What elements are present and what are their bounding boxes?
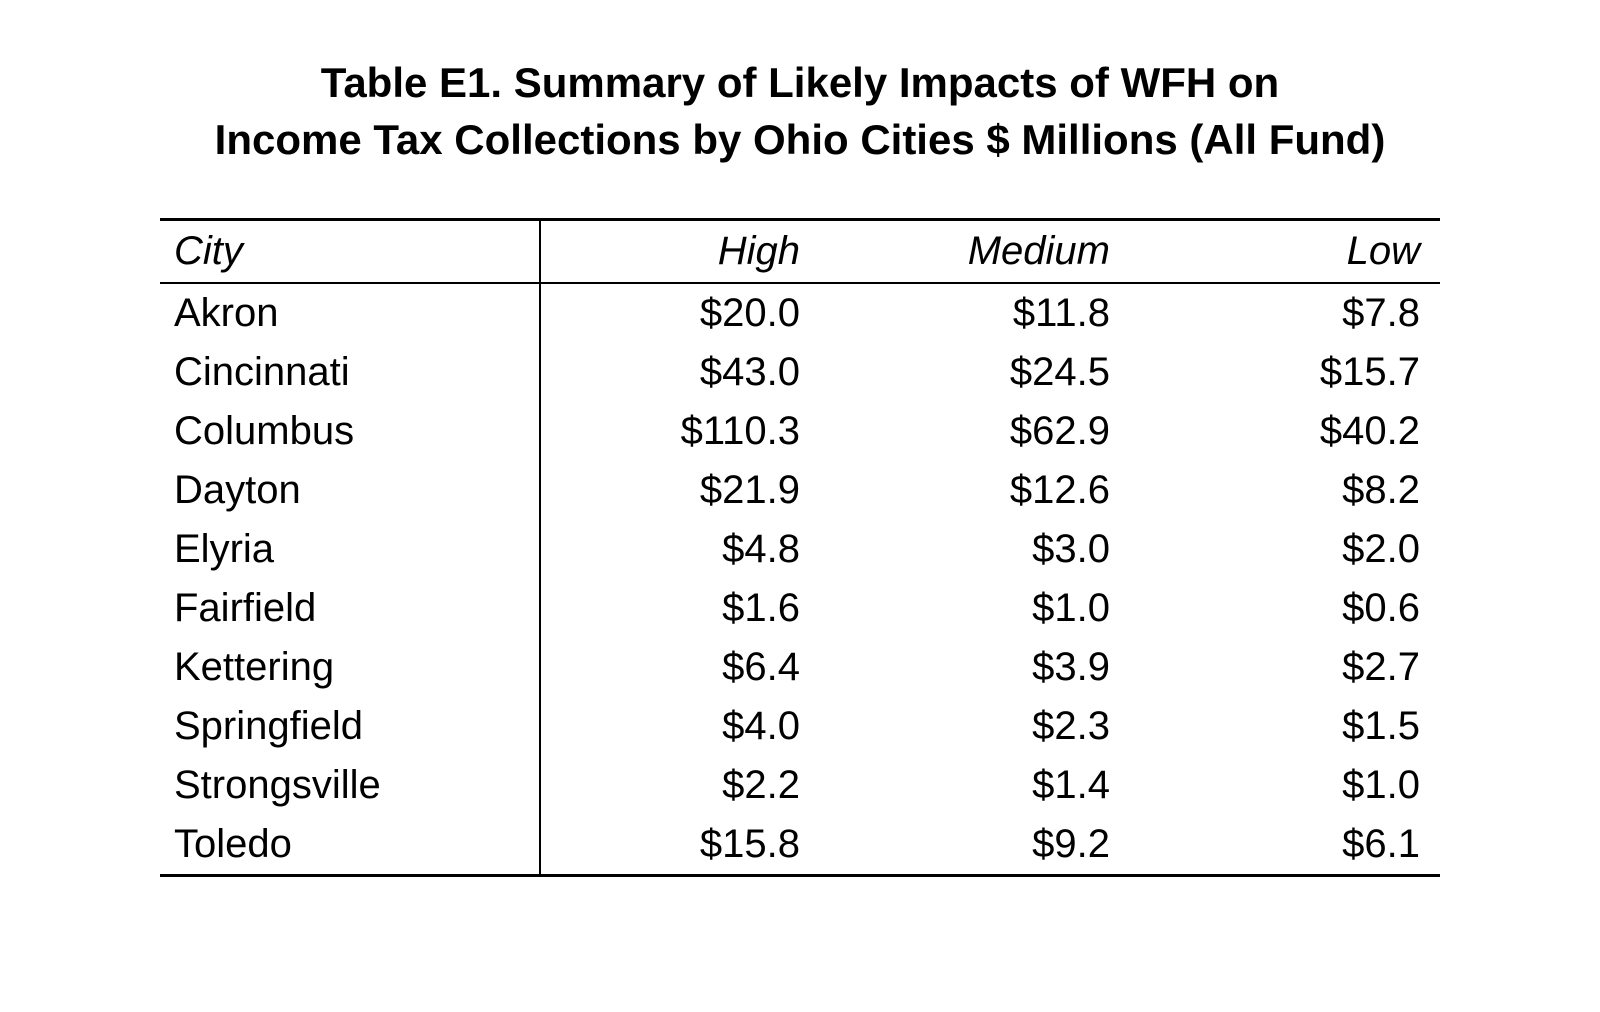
col-header-city: City [160, 220, 540, 284]
table-row: Elyria $4.8 $3.0 $2.0 [160, 520, 1440, 579]
table-row: Columbus $110.3 $62.9 $40.2 [160, 402, 1440, 461]
cell-low: $2.7 [1130, 638, 1440, 697]
table-container: City High Medium Low Akron $20.0 $11.8 $… [160, 218, 1440, 877]
cell-medium: $3.0 [820, 520, 1130, 579]
cell-medium: $62.9 [820, 402, 1130, 461]
cell-city: Columbus [160, 402, 540, 461]
cell-high: $15.8 [540, 815, 820, 876]
cell-city: Toledo [160, 815, 540, 876]
cell-high: $4.0 [540, 697, 820, 756]
cell-low: $40.2 [1130, 402, 1440, 461]
cell-city: Fairfield [160, 579, 540, 638]
cell-high: $20.0 [540, 283, 820, 343]
cell-low: $1.5 [1130, 697, 1440, 756]
cell-low: $2.0 [1130, 520, 1440, 579]
cell-city: Dayton [160, 461, 540, 520]
table-row: Kettering $6.4 $3.9 $2.7 [160, 638, 1440, 697]
table-row: Springfield $4.0 $2.3 $1.5 [160, 697, 1440, 756]
cell-medium: $24.5 [820, 343, 1130, 402]
cell-medium: $1.4 [820, 756, 1130, 815]
cell-high: $1.6 [540, 579, 820, 638]
cell-medium: $12.6 [820, 461, 1130, 520]
cell-city: Cincinnati [160, 343, 540, 402]
cell-low: $1.0 [1130, 756, 1440, 815]
col-header-low: Low [1130, 220, 1440, 284]
table-row: Fairfield $1.6 $1.0 $0.6 [160, 579, 1440, 638]
table-row: Akron $20.0 $11.8 $7.8 [160, 283, 1440, 343]
cell-low: $7.8 [1130, 283, 1440, 343]
title-line-1: Table E1. Summary of Likely Impacts of W… [321, 59, 1279, 106]
cell-high: $110.3 [540, 402, 820, 461]
col-header-medium: Medium [820, 220, 1130, 284]
table-row: Dayton $21.9 $12.6 $8.2 [160, 461, 1440, 520]
cell-high: $21.9 [540, 461, 820, 520]
cell-high: $2.2 [540, 756, 820, 815]
header-row: City High Medium Low [160, 220, 1440, 284]
cell-low: $6.1 [1130, 815, 1440, 876]
cell-low: $8.2 [1130, 461, 1440, 520]
table-row: Toledo $15.8 $9.2 $6.1 [160, 815, 1440, 876]
cell-high: $6.4 [540, 638, 820, 697]
cell-low: $0.6 [1130, 579, 1440, 638]
cell-medium: $1.0 [820, 579, 1130, 638]
table-row: Cincinnati $43.0 $24.5 $15.7 [160, 343, 1440, 402]
cell-city: Akron [160, 283, 540, 343]
table-title: Table E1. Summary of Likely Impacts of W… [80, 55, 1520, 168]
cell-medium: $11.8 [820, 283, 1130, 343]
cell-city: Elyria [160, 520, 540, 579]
cell-medium: $2.3 [820, 697, 1130, 756]
cell-high: $43.0 [540, 343, 820, 402]
title-line-2: Income Tax Collections by Ohio Cities $ … [215, 116, 1386, 163]
col-header-high: High [540, 220, 820, 284]
cell-low: $15.7 [1130, 343, 1440, 402]
cell-city: Springfield [160, 697, 540, 756]
table-body: Akron $20.0 $11.8 $7.8 Cincinnati $43.0 … [160, 283, 1440, 876]
table-row: Strongsville $2.2 $1.4 $1.0 [160, 756, 1440, 815]
cell-high: $4.8 [540, 520, 820, 579]
cell-city: Strongsville [160, 756, 540, 815]
cell-medium: $3.9 [820, 638, 1130, 697]
cell-medium: $9.2 [820, 815, 1130, 876]
cell-city: Kettering [160, 638, 540, 697]
impact-table: City High Medium Low Akron $20.0 $11.8 $… [160, 218, 1440, 877]
